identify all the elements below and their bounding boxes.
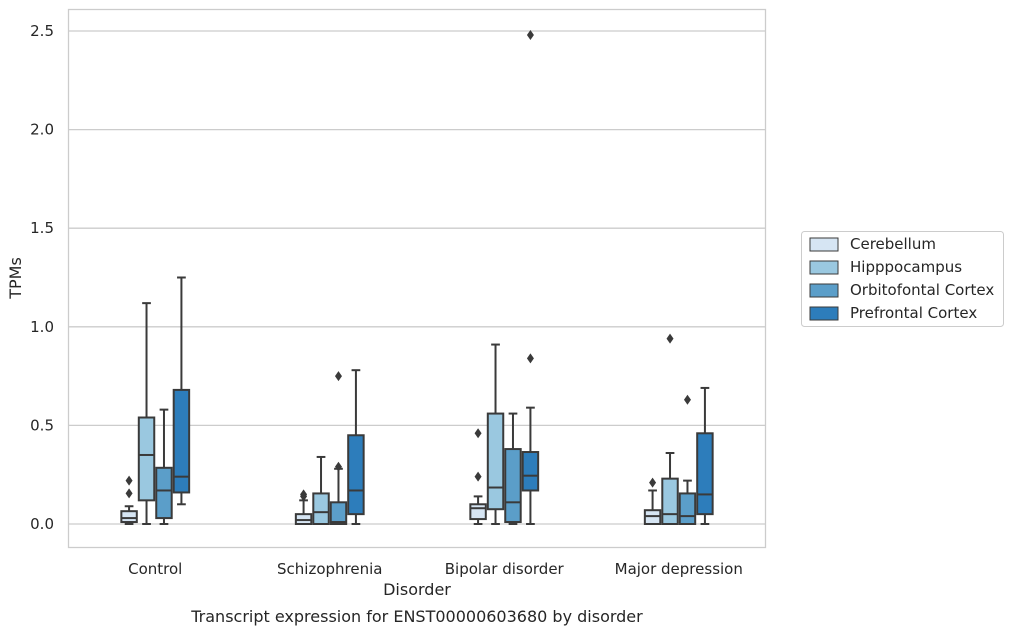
box-orbitofontal-cortex (678, 394, 697, 525)
x-tick-label: Bipolar disorder (445, 560, 565, 578)
box-prefrontal-cortex (696, 386, 714, 525)
chart-caption: Transcript expression for ENST0000060368… (190, 607, 643, 626)
x-tick-label: Schizophrenia (277, 560, 382, 578)
outlier-point (125, 488, 133, 499)
legend-item: Hipppocampus (809, 258, 962, 276)
y-tick-label: 2.0 (30, 121, 54, 139)
box-prefrontal-cortex (347, 369, 365, 525)
x-axis-title: Disorder (383, 580, 451, 599)
y-tick-label: 1.0 (30, 318, 54, 336)
box-body (312, 492, 330, 525)
x-axis-ticks: Control Schizophrenia Bipolar disorder Majo… (128, 560, 743, 578)
box-body (678, 492, 697, 525)
box-body (696, 432, 714, 516)
box-orbitofontal-cortex (329, 371, 348, 526)
y-tick-label: 0.0 (30, 515, 54, 533)
box-orbitofontal-cortex (155, 408, 173, 525)
box-body (469, 503, 487, 521)
legend-swatch (809, 283, 839, 298)
box-hipppocampus (137, 302, 156, 525)
box-body (504, 448, 522, 524)
legend-swatch (809, 237, 839, 252)
y-axis-ticks: 0.0 0.5 1.0 1.5 2.0 2.5 (30, 22, 54, 533)
outlier-point (334, 461, 342, 472)
box-body (521, 451, 540, 492)
box-body (172, 388, 191, 494)
outlier-point (683, 394, 691, 405)
legend-item: Orbitofontal Cortex (809, 281, 994, 299)
x-tick-label: Control (128, 560, 182, 578)
box-hipppocampus (486, 343, 505, 525)
box-body (347, 434, 365, 516)
legend-label: Orbitofontal Cortex (850, 281, 994, 299)
legend-swatch (809, 260, 839, 275)
x-tick-label: Major depression (615, 560, 743, 578)
outlier-point (125, 475, 133, 486)
box-body (486, 412, 505, 511)
y-axis-title: TPMs (6, 257, 25, 300)
plot-area-frame (67, 8, 767, 549)
box-cerebellum (120, 475, 138, 525)
box-cerebellum (294, 489, 313, 526)
boxes (120, 29, 714, 526)
box-body (155, 466, 173, 520)
outlier-point (300, 491, 308, 502)
legend-label: Prefrontal Cortex (850, 304, 977, 322)
box-body (137, 416, 156, 502)
legend: Cerebellum Hipppocampus Orbitofontal Corte… (801, 231, 1004, 327)
outlier-point (649, 477, 657, 488)
outlier-point (666, 333, 674, 344)
y-tick-label: 1.5 (30, 219, 54, 237)
legend-swatch (809, 306, 839, 321)
legend-label: Cerebellum (850, 235, 936, 253)
box-orbitofontal-cortex (504, 412, 522, 525)
y-tick-label: 0.5 (30, 416, 54, 434)
outlier-point (334, 371, 342, 382)
box-body (661, 477, 679, 526)
box-prefrontal-cortex (521, 29, 540, 525)
box-body (329, 501, 348, 526)
legend-item: Prefrontal Cortex (809, 304, 977, 322)
box-hipppocampus (661, 333, 679, 526)
legend-frame (801, 231, 1004, 327)
box-prefrontal-cortex (172, 276, 191, 506)
outlier-point (526, 29, 534, 40)
legend-item: Cerebellum (809, 235, 936, 253)
outlier-point (474, 471, 482, 482)
box-body (120, 510, 138, 524)
outlier-point (526, 353, 534, 364)
grid-lines (68, 30, 766, 525)
box-hipppocampus (312, 455, 330, 525)
legend-label: Hipppocampus (850, 258, 962, 276)
box-cerebellum (469, 428, 487, 525)
box-cerebellum (643, 477, 662, 526)
outlier-point (474, 428, 482, 439)
y-tick-label: 2.5 (30, 22, 54, 40)
